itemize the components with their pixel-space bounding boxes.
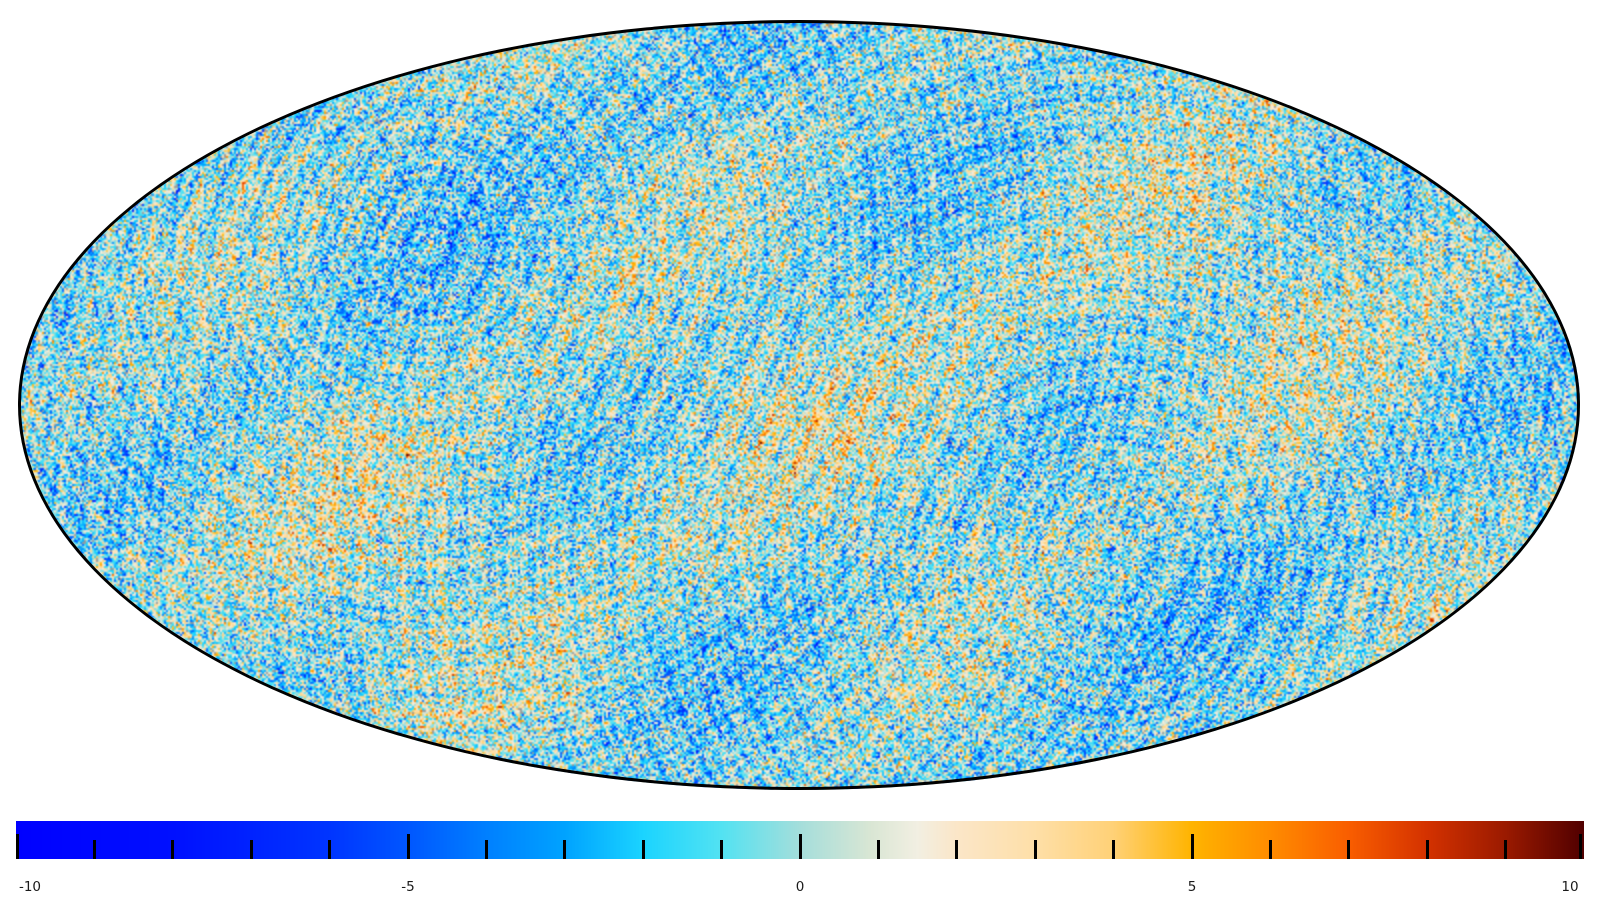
sky-map-ellipse [18, 20, 1580, 790]
colorbar-minor-tick [641, 840, 645, 859]
colorbar-major-tick [15, 834, 19, 859]
colorbar-minor-tick [1504, 840, 1508, 859]
colorbar-minor-tick [1033, 840, 1037, 859]
colorbar-minor-tick [720, 840, 724, 859]
colorbar-tick-label: -5 [401, 879, 415, 895]
colorbar-major-tick [1190, 834, 1194, 859]
colorbar-tick-label: 5 [1187, 879, 1197, 895]
colorbar-minor-tick [249, 840, 253, 859]
colorbar-minor-tick [1347, 840, 1351, 859]
colorbar-tick-label: 0 [795, 879, 805, 895]
colorbar-minor-tick [1425, 840, 1429, 859]
colorbar-minor-tick [955, 840, 959, 859]
colorbar-major-tick [798, 834, 802, 859]
colorbar-tick-labels: -10 -5 0 5 10 [16, 879, 1584, 903]
colorbar-minor-tick [1268, 840, 1272, 859]
colorbar-minor-tick [92, 840, 96, 859]
colorbar-minor-tick [876, 840, 880, 859]
sky-map-image [18, 20, 1580, 790]
colorbar-minor-tick [171, 840, 175, 859]
sky-map-panel [18, 20, 1580, 790]
colorbar: -10 -5 0 5 10 [15, 821, 1584, 903]
colorbar-major-tick [406, 834, 410, 859]
colorbar-tick-label: 10 [1561, 879, 1579, 895]
colorbar-minor-tick [1112, 840, 1116, 859]
colorbar-tick-label: -10 [18, 879, 42, 895]
colorbar-minor-tick [484, 840, 488, 859]
colorbar-minor-tick [328, 840, 332, 859]
colorbar-minor-tick [563, 840, 567, 859]
colorbar-ticks [15, 834, 1584, 880]
colorbar-major-tick [1578, 834, 1582, 859]
